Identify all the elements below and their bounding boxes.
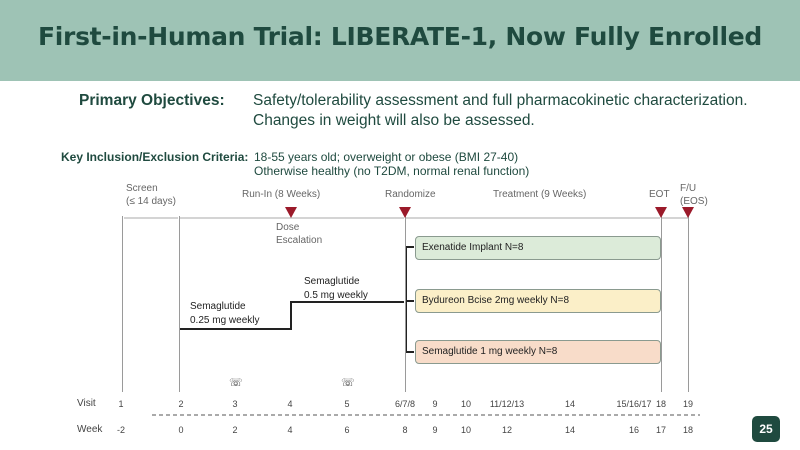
phone-visit-icon: ☏ (341, 377, 355, 389)
week-row-label: Week (77, 424, 103, 435)
week-number: 18 (682, 425, 693, 435)
visit-number: 15/16/17 (616, 399, 652, 409)
fu-label: F/U (680, 183, 697, 194)
sema-low-name: Semaglutide (190, 301, 246, 312)
week-number: -2 (116, 425, 125, 435)
week-number: 12 (501, 425, 512, 435)
dose-label: Dose (276, 222, 300, 233)
dose-escalation-marker-icon (285, 207, 297, 218)
arm-exenatide-implant: Exenatide Implant N=8 (415, 236, 661, 260)
visit-number: 6/7/8 (394, 399, 416, 409)
criteria-line-2: Otherwise healthy (no T2DM, normal renal… (254, 164, 530, 178)
randomize-marker-icon (399, 207, 411, 218)
week-number: 6 (344, 425, 350, 435)
visit-row-label: Visit (77, 398, 96, 409)
objectives-line-1: Safety/tolerability assessment and full … (253, 92, 748, 109)
dose-step-line (180, 301, 404, 330)
week-number: 4 (287, 425, 293, 435)
screen-label: Screen (126, 183, 158, 194)
criteria-label: Key Inclusion/Exclusion Criteria: (61, 150, 249, 164)
eos-label: (EOS) (680, 196, 708, 207)
eot-marker-icon (655, 207, 667, 218)
criteria-line-1: 18-55 years old; overweight or obese (BM… (254, 150, 519, 164)
week-number: 16 (628, 425, 639, 435)
page-number-badge: 25 (752, 416, 780, 442)
visit-number: 3 (232, 399, 238, 409)
visit-number: 1 (118, 399, 124, 409)
fu-vline (688, 216, 689, 392)
week-number: 14 (564, 425, 575, 435)
visit-number: 18 (655, 399, 666, 409)
arm-bydureon-bcise: Bydureon Bcise 2mg weekly N=8 (415, 289, 661, 313)
visit-number: 4 (287, 399, 293, 409)
visit-number: 5 (344, 399, 350, 409)
runin-start-vline (179, 216, 180, 392)
week-number: 2 (232, 425, 238, 435)
week-number: 8 (402, 425, 408, 435)
sema-high-name: Semaglutide (304, 276, 360, 287)
week-number: 10 (460, 425, 471, 435)
randomization-bracket (405, 246, 414, 353)
visit-number: 11/12/13 (489, 399, 525, 409)
runin-label: Run-In (8 Weeks) (242, 189, 321, 200)
screen-vline (122, 216, 123, 392)
screen-duration-label: (≤ 14 days) (126, 196, 176, 207)
fu-marker-icon (682, 207, 694, 218)
visit-number: 19 (682, 399, 693, 409)
randomize-vline (405, 216, 406, 392)
objectives-line-2: Changes in weight will also be assessed. (253, 112, 535, 129)
escalation-label: Escalation (276, 235, 323, 246)
visit-number: 9 (432, 399, 438, 409)
visit-number: 10 (460, 399, 471, 409)
visit-number: 14 (564, 399, 575, 409)
sema-low-dose: 0.25 mg weekly (190, 315, 260, 326)
eot-vline (661, 216, 662, 392)
week-number: 9 (432, 425, 438, 435)
header-bar: First-in-Human Trial: LIBERATE-1, Now Fu… (0, 0, 800, 81)
week-number: 17 (655, 425, 666, 435)
phone-visit-icon: ☏ (229, 377, 243, 389)
objectives-label: Primary Objectives: (79, 92, 225, 109)
randomize-label: Randomize (385, 189, 436, 200)
sema-high-dose: 0.5 mg weekly (304, 290, 368, 301)
treatment-label: Treatment (9 Weeks) (493, 189, 587, 200)
eot-label: EOT (649, 189, 670, 200)
visit-number: 2 (178, 399, 184, 409)
arm-semaglutide: Semaglutide 1 mg weekly N=8 (415, 340, 661, 364)
page-title: First-in-Human Trial: LIBERATE-1, Now Fu… (38, 22, 762, 51)
week-number: 0 (178, 425, 184, 435)
